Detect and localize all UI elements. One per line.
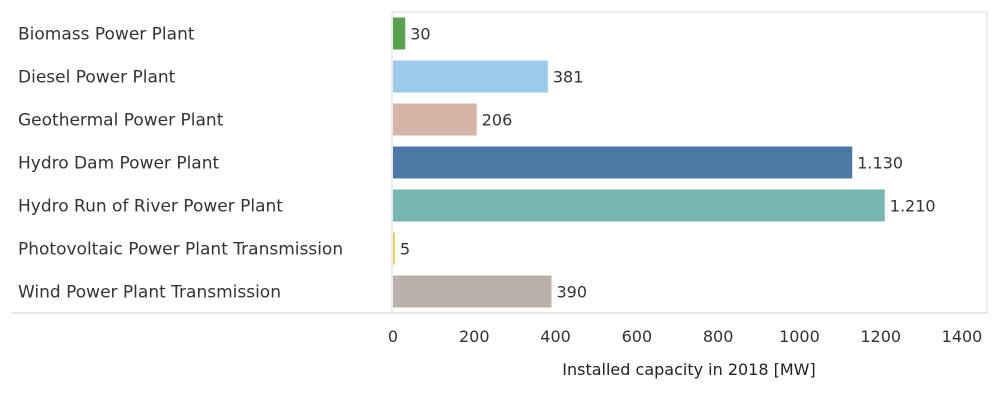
bar bbox=[393, 275, 552, 308]
x-tick-label: 1400 bbox=[942, 327, 983, 346]
data-label: 1.130 bbox=[857, 154, 903, 173]
data-label: 206 bbox=[482, 111, 513, 130]
data-label: 1.210 bbox=[890, 197, 936, 216]
category-label: Hydro Run of River Power Plant bbox=[18, 197, 283, 217]
bar bbox=[393, 103, 477, 136]
data-label: 5 bbox=[400, 240, 410, 259]
bars-group bbox=[393, 17, 885, 308]
data-label: 390 bbox=[557, 283, 588, 302]
x-tick-label: 1000 bbox=[779, 327, 820, 346]
x-tick-label: 800 bbox=[703, 327, 734, 346]
category-label: Wind Power Plant Transmission bbox=[18, 283, 281, 303]
x-tick-label: 0 bbox=[388, 327, 398, 346]
category-label: Diesel Power Plant bbox=[18, 68, 176, 88]
category-label: Geothermal Power Plant bbox=[18, 111, 224, 131]
bar bbox=[393, 189, 885, 222]
x-tick-label: 400 bbox=[540, 327, 571, 346]
bar bbox=[393, 146, 853, 179]
labels-group: Biomass Power Plant 30 Diesel Power Plant 3… bbox=[18, 25, 936, 303]
x-tick-label: 200 bbox=[459, 327, 490, 346]
category-label: Photovoltaic Power Plant Transmission bbox=[18, 240, 343, 260]
data-label: 30 bbox=[410, 25, 430, 44]
x-axis-title: Installed capacity in 2018 [MW] bbox=[562, 360, 815, 379]
category-label: Biomass Power Plant bbox=[18, 25, 195, 45]
data-label: 381 bbox=[553, 68, 584, 87]
x-tick-label: 600 bbox=[622, 327, 653, 346]
bar bbox=[393, 60, 548, 93]
bar bbox=[393, 232, 396, 265]
bar bbox=[393, 17, 406, 50]
x-axis-ticks: 0 200 400 600 800 1000 1200 1400 bbox=[388, 327, 982, 346]
category-label: Hydro Dam Power Plant bbox=[18, 154, 219, 174]
x-tick-label: 1200 bbox=[860, 327, 901, 346]
